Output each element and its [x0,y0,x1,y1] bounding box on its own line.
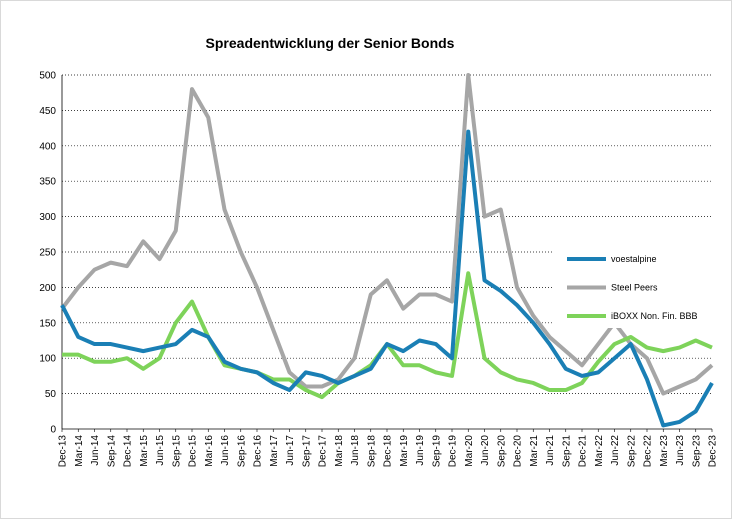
x-tick-label: Jun-18 [350,435,361,466]
legend-label: voestalpine [611,254,657,264]
x-tick-label: Jun-16 [220,435,231,466]
y-tick-label: 300 [39,212,56,223]
x-tick-label: Dec-21 [578,435,589,468]
x-tick-label: Sep-15 [171,435,182,468]
y-tick-label: 50 [45,389,57,400]
x-tick-label: Jun-23 [675,435,686,466]
x-tick-label: Dec-22 [643,435,654,468]
y-tick-label: 150 [39,318,56,329]
x-tick-label: Jun-15 [155,435,166,466]
x-tick-label: Sep-21 [561,435,572,468]
x-tick-label: Jun-19 [415,435,426,466]
series-line [60,129,714,428]
x-tick-label: Sep-23 [691,435,702,468]
y-tick-label: 500 [39,71,56,82]
x-tick-label: Mar-14 [74,435,85,467]
x-tick-label: Sep-22 [626,435,637,468]
x-tick-label: Mar-17 [269,435,280,467]
x-tick-label: Mar-20 [464,435,475,467]
x-tick-label: Sep-16 [236,435,247,468]
x-tick-label: Sep-19 [431,435,442,468]
chart-title: Spreadentwicklung der Senior Bonds [206,35,455,51]
x-tick-label: Mar-19 [399,435,410,467]
x-tick-label: Dec-16 [253,435,264,468]
y-tick-label: 400 [39,141,56,152]
legend-label: Steel Peers [611,283,658,293]
x-tick-label: Jun-20 [480,435,491,466]
x-tick-label: Dec-15 [188,435,199,468]
x-tick-label: Sep-18 [366,435,377,468]
x-tick-label: Mar-16 [204,435,215,467]
y-tick-label: 100 [39,354,56,365]
y-tick-label: 350 [39,177,56,188]
y-tick-label: 200 [39,283,56,294]
y-tick-label: 450 [39,106,56,117]
x-tick-label: Dec-19 [448,435,459,468]
series-line [60,73,714,396]
y-tick-label: 250 [39,248,56,259]
x-tick-label: Jun-17 [285,435,296,466]
x-tick-label: Dec-13 [58,435,69,468]
x-tick-label: Jun-14 [90,435,101,466]
x-tick-label: Jun-21 [545,435,556,466]
x-tick-label: Mar-22 [594,435,605,467]
y-tick-label: 0 [50,425,56,436]
legend-box [552,240,712,328]
x-tick-label: Mar-15 [139,435,150,467]
x-tick-label: Dec-17 [318,435,329,468]
x-tick-label: Dec-20 [513,435,524,468]
x-tick-label: Sep-20 [496,435,507,468]
x-tick-label: Dec-14 [123,435,134,468]
x-tick-label: Dec-18 [383,435,394,468]
legend-label: iBOXX Non. Fin. BBB [611,311,698,321]
x-tick-label: Jun-22 [610,435,621,466]
x-tick-label: Mar-23 [659,435,670,467]
x-tick-label: Mar-18 [334,435,345,467]
x-tick-label: Sep-14 [106,435,117,468]
x-tick-label: Sep-17 [301,435,312,468]
x-tick-label: Dec-23 [708,435,719,468]
x-tick-label: Mar-21 [529,435,540,467]
